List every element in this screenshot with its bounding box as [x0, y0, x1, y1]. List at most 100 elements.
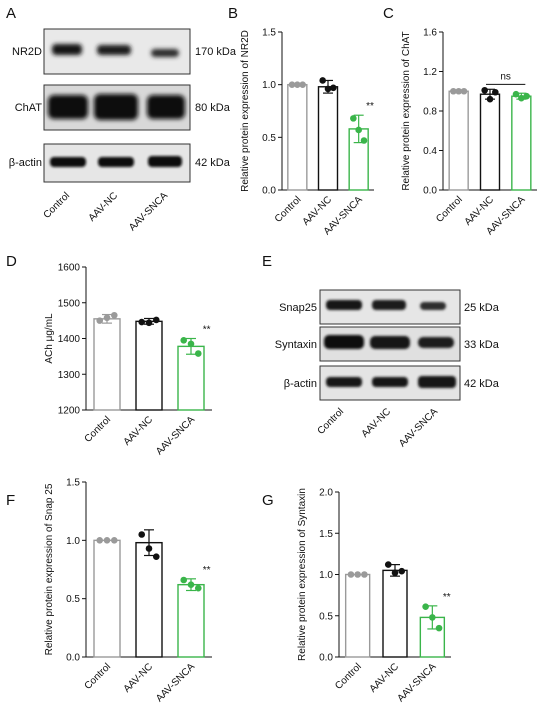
data-point [145, 545, 153, 552]
bar [135, 320, 163, 411]
data-point [347, 571, 355, 578]
bar [93, 539, 121, 658]
blot-size-chat: 80 kDa [195, 102, 231, 114]
data-point [288, 81, 296, 88]
panel-letter-E: E [262, 253, 272, 270]
data-point [103, 314, 111, 322]
y-tick-label: 1500 [58, 298, 81, 309]
y-tick-label: 2.0 [319, 488, 333, 499]
chart-B: 0.0 0.5 1.0 1.5 Relative protein expression … [240, 28, 374, 238]
significance-label: ns [500, 71, 511, 82]
y-axis-label: ACh μg/mL [44, 313, 55, 364]
band [370, 336, 410, 349]
panel-letter-B: B [228, 5, 238, 22]
data-point [518, 94, 525, 102]
y-tick-label: 0.0 [66, 653, 80, 664]
bar [317, 86, 339, 191]
blot-label-chat: ChAT [15, 102, 43, 114]
bar [287, 83, 308, 191]
blot-size-actin: 42 kDa [464, 378, 500, 390]
y-tick-label: 0.8 [423, 107, 437, 118]
blot-lane-label: AAV-SNCA [127, 190, 170, 233]
data-point [110, 311, 118, 319]
band [324, 335, 364, 349]
y-axis-label: Relative protein expression of ChAT [401, 31, 412, 190]
western-blot-A: NR2D ChAT β-actin 170 kDa 80 kDa 42 kDa … [9, 28, 237, 233]
band [148, 156, 182, 167]
y-tick-label: 0.0 [423, 186, 437, 197]
category-label: AAV-NC [368, 661, 402, 695]
significance-label: ** [443, 592, 451, 603]
panel-letter-A: A [6, 5, 16, 22]
band [52, 44, 82, 55]
bar [511, 95, 532, 191]
data-point [324, 85, 332, 93]
band [48, 95, 88, 119]
data-point [103, 537, 111, 544]
data-point [450, 87, 457, 95]
band [372, 377, 408, 387]
panel-letter-C: C [383, 5, 394, 22]
data-point [194, 584, 202, 592]
bar [177, 583, 205, 658]
data-point [460, 87, 468, 95]
data-point [523, 92, 530, 100]
data-point [96, 537, 104, 544]
y-tick-label: 0.0 [319, 653, 333, 664]
data-point [422, 603, 429, 610]
data-point [187, 581, 195, 588]
data-point [355, 126, 362, 134]
blot-label-nr2d: NR2D [12, 46, 42, 58]
western-blot-E: Snap25 Syntaxin β-actin 25 kDa 33 kDa 42… [275, 289, 500, 449]
band [97, 45, 131, 55]
y-tick-label: 0.5 [262, 133, 276, 144]
chart-C: 0.0 0.4 0.8 1.2 1.6 Relative protein expressi… [401, 28, 537, 237]
category-label: AAV-SNCA [154, 661, 197, 704]
y-tick-label: 1600 [58, 263, 81, 274]
data-point [384, 561, 392, 568]
blot-size-nr2d: 170 kDa [195, 46, 237, 58]
band [326, 300, 362, 310]
data-point [481, 86, 488, 94]
y-tick-label: 0.5 [319, 611, 333, 622]
y-tick-label: 1.0 [262, 80, 276, 91]
band [372, 300, 406, 310]
data-point [187, 340, 195, 348]
data-point [429, 614, 436, 621]
category-label: AAV-NC [122, 414, 156, 448]
data-point [512, 90, 520, 98]
category-label: Control [273, 194, 304, 225]
data-point [350, 115, 357, 122]
data-point [492, 88, 499, 96]
band [326, 377, 362, 387]
category-label: Control [434, 194, 465, 225]
y-axis-label: Relative protein expression of Snap 25 [44, 483, 55, 655]
data-point [391, 569, 399, 577]
data-point [299, 81, 306, 88]
category-label: Control [83, 661, 114, 692]
data-point [360, 137, 368, 144]
data-point [294, 81, 301, 88]
data-point [398, 567, 406, 575]
chart-G: 0.0 0.5 1.0 1.5 2.0 Relative protein expressi… [297, 488, 451, 704]
y-tick-label: 1.2 [423, 67, 437, 78]
y-tick-label: 1200 [58, 406, 81, 417]
y-tick-label: 1.6 [423, 28, 437, 39]
chart-D: 1200 1300 1400 1500 1600 ACh μg/mL Control AAV-… [44, 263, 212, 457]
blot-lane-label: AAV-NC [87, 190, 121, 224]
data-point [486, 95, 494, 103]
data-point [435, 624, 443, 632]
blot-size-syntaxin: 33 kDa [464, 339, 500, 351]
blot-lane-label: Control [42, 190, 73, 221]
significance-label: ** [203, 565, 211, 576]
chart-F: 0.0 0.5 1.0 1.5 Relative protein expression … [44, 478, 212, 704]
blot-label-actin: β-actin [284, 378, 317, 390]
bar [135, 541, 163, 658]
band [420, 302, 446, 310]
blot-lane-label: AAV-SNCA [397, 406, 440, 449]
category-label: AAV-NC [122, 661, 156, 695]
data-point [319, 77, 326, 84]
blot-size-actin: 42 kDa [195, 157, 231, 169]
y-tick-label: 1.0 [319, 570, 333, 581]
y-axis-label: Relative protein expression of Syntaxin [297, 488, 308, 661]
